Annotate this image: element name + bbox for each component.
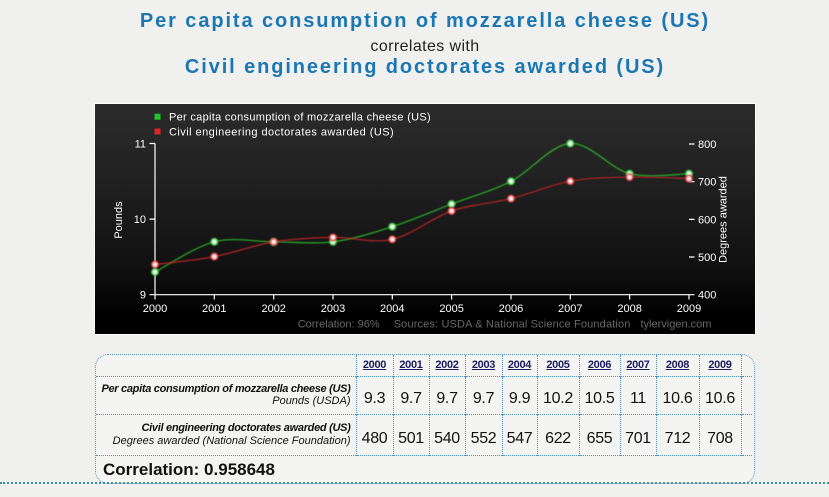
svg-text:800: 800 <box>698 139 716 151</box>
svg-text:2006: 2006 <box>499 303 523 315</box>
svg-text:2001: 2001 <box>202 303 226 315</box>
svg-text:Correlation: 96%: Correlation: 96% <box>298 319 380 331</box>
svg-text:500: 500 <box>698 252 716 264</box>
svg-text:400: 400 <box>698 290 716 302</box>
svg-text:9: 9 <box>140 290 146 302</box>
svg-text:2002: 2002 <box>261 303 285 315</box>
svg-text:2003: 2003 <box>321 303 345 315</box>
svg-text:Sources: USDA & National Scien: Sources: USDA & National Science Foundat… <box>394 319 631 331</box>
svg-text:700: 700 <box>698 177 716 189</box>
svg-text:600: 600 <box>698 214 716 226</box>
svg-text:2004: 2004 <box>380 303 404 315</box>
svg-text:Degrees awarded: Degrees awarded <box>718 176 730 263</box>
svg-text:2009: 2009 <box>677 303 701 315</box>
svg-text:Civil engineering doctorates a: Civil engineering doctorates awarded (US… <box>169 126 394 138</box>
svg-text:tylervigen.com: tylervigen.com <box>641 319 712 331</box>
svg-text:2000: 2000 <box>143 303 167 315</box>
svg-text:Per capita consumption of mozz: Per capita consumption of mozzarella che… <box>169 112 431 124</box>
svg-text:10: 10 <box>134 214 146 226</box>
svg-text:11: 11 <box>135 139 146 151</box>
svg-text:2005: 2005 <box>439 303 463 315</box>
svg-text:2008: 2008 <box>617 303 641 315</box>
svg-text:2007: 2007 <box>558 303 582 315</box>
svg-text:Pounds: Pounds <box>113 201 125 239</box>
